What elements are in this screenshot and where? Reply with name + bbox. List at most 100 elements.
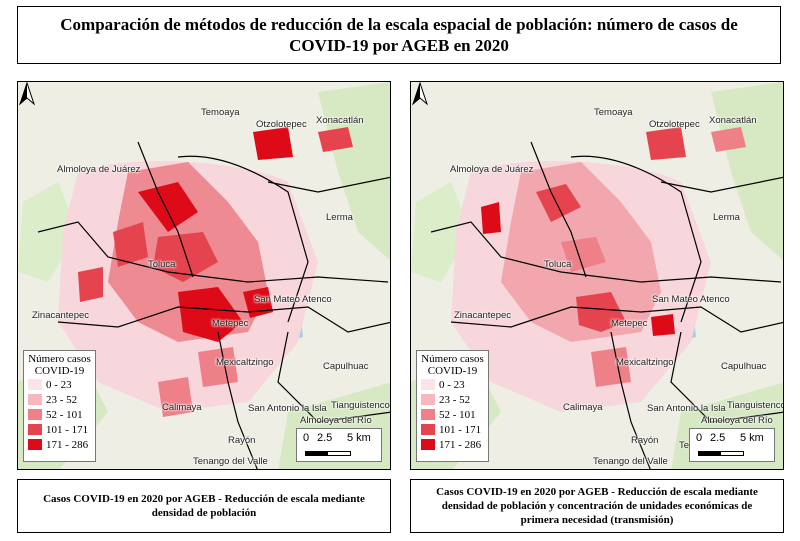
municipal-boundary xyxy=(37,221,389,283)
place-label-xonacatlan: Xonacatlán xyxy=(709,115,757,126)
place-label-otzolotepec: Otzolotepec xyxy=(256,119,307,130)
municipal-boundary xyxy=(450,306,783,333)
municipal-boundary xyxy=(610,331,651,469)
legend-swatch xyxy=(421,394,435,405)
legend-label: 52 - 101 xyxy=(439,408,476,421)
place-label-almoloya-juarez: Almoloya de Juárez xyxy=(450,164,534,175)
legend-title-line-1: Número casos xyxy=(421,353,484,365)
place-label-calimaya: Calimaya xyxy=(563,402,603,413)
hotspot-cluster xyxy=(576,292,626,332)
legend-item: 171 - 286 xyxy=(28,437,95,452)
legend-label: 101 - 171 xyxy=(46,423,89,436)
hotspot-cluster xyxy=(651,314,675,336)
legend-swatch xyxy=(421,379,435,390)
place-label-almoloya-rio: Almoloya del Río xyxy=(701,415,773,426)
scale-label-5km: 5 km xyxy=(740,432,764,444)
legend-item: 52 - 101 xyxy=(421,407,488,422)
place-label-toluca: Toluca xyxy=(544,259,572,270)
place-label-capulhuac: Capulhuac xyxy=(721,361,767,372)
hotspot-cluster xyxy=(113,222,148,267)
municipal-boundary xyxy=(267,176,390,193)
place-label-lerma: Lerma xyxy=(326,212,353,223)
municipal-boundary xyxy=(670,331,783,423)
place-label-texcalyacac-partial: Tex xyxy=(679,440,694,451)
map-panel-left[interactable]: Temoaya Otzolotepec Xonacatlán Almoloya … xyxy=(17,81,391,470)
legend-swatch xyxy=(28,424,42,435)
map-panel-right[interactable]: Temoaya Otzolotepec Xonacatlán Almoloya … xyxy=(410,81,784,470)
legend-swatch xyxy=(421,409,435,420)
municipal-boundary xyxy=(570,155,702,323)
hotspot-cluster xyxy=(78,267,103,302)
caption-left-line-2: densidad de población xyxy=(151,507,257,519)
legend-label: 52 - 101 xyxy=(46,408,83,421)
legend-item: 171 - 286 xyxy=(421,437,488,452)
place-label-xonacatlan: Xonacatlán xyxy=(316,115,364,126)
figure-title-box: Comparación de métodos de reducción de l… xyxy=(17,6,781,64)
caption-right-line-3: primera necesidad (transmisión) xyxy=(520,514,674,526)
place-label-almoloya-juarez: Almoloya de Juárez xyxy=(57,164,141,175)
legend-swatch xyxy=(421,439,435,450)
place-label-tenango-valle: Tenango del Valle xyxy=(593,456,668,467)
caption-right-line-2: densidad de población y concentración de… xyxy=(441,500,753,512)
caption-left: Casos COVID-19 en 2020 por AGEB - Reducc… xyxy=(17,479,391,533)
scale-segment-dark xyxy=(305,451,327,456)
legend-swatch xyxy=(28,394,42,405)
place-label-temoaya: Temoaya xyxy=(594,107,633,118)
scale-label-0: 0 xyxy=(696,432,703,444)
hotspot-cluster xyxy=(561,237,606,272)
green-area xyxy=(318,82,390,261)
caption-right-line-1: Casos COVID-19 en 2020 por AGEB - Reducc… xyxy=(436,486,758,498)
hotspot-cluster xyxy=(481,202,501,234)
hotspot-cluster xyxy=(178,287,243,342)
place-label-tenango-valle: Tenango del Valle xyxy=(193,456,268,467)
place-label-toluca: Toluca xyxy=(148,259,176,270)
legend-item: 101 - 171 xyxy=(28,422,95,437)
caption-left-line-1: Casos COVID-19 en 2020 por AGEB - Reducc… xyxy=(43,493,365,505)
legend-title-line-1: Número casos xyxy=(28,353,91,365)
hotspot-cluster xyxy=(318,127,353,152)
place-label-lerma: Lerma xyxy=(713,212,740,223)
legend-item: 23 - 52 xyxy=(28,392,95,407)
place-label-san-mateo-atenco: San Mateo Atenco xyxy=(254,294,332,305)
legend-item: 52 - 101 xyxy=(28,407,95,422)
hotspot-cluster xyxy=(253,127,293,160)
municipal-boundary xyxy=(57,306,390,333)
legend-title-line-2: COVID-19 xyxy=(427,365,478,377)
place-label-metepec: Metepec xyxy=(611,318,648,329)
place-label-rayon: Rayón xyxy=(228,435,256,446)
legend-swatch xyxy=(28,379,42,390)
hotspot-cluster xyxy=(158,377,193,417)
legend-label: 171 - 286 xyxy=(439,438,482,451)
place-label-calimaya: Calimaya xyxy=(162,402,202,413)
place-label-mexicaltzingo: Mexicaltzingo xyxy=(616,357,674,368)
north-arrow-icon xyxy=(411,82,429,106)
scale-segment-dark xyxy=(698,451,720,456)
scale-bar: 0 2.5 5 km xyxy=(296,428,382,462)
place-label-capulhuac: Capulhuac xyxy=(323,361,369,372)
scale-segment-light xyxy=(720,451,744,456)
legend-label: 23 - 52 xyxy=(439,393,471,406)
north-arrow-icon xyxy=(18,82,36,106)
municipal-boundary xyxy=(137,141,194,278)
legend: Número casos COVID-19 0 - 23 23 - 52 52 … xyxy=(23,350,96,462)
place-label-san-antonio-isla: San Antonio la Isla xyxy=(248,403,327,414)
legend-label: 0 - 23 xyxy=(46,378,72,391)
place-label-mexicaltzingo: Mexicaltzingo xyxy=(216,357,274,368)
legend-swatch xyxy=(28,439,42,450)
scale-bar: 0 2.5 5 km xyxy=(689,428,775,462)
scale-label-2-5: 2.5 xyxy=(710,432,726,444)
place-label-san-mateo-atenco: San Mateo Atenco xyxy=(652,294,730,305)
place-label-temoaya: Temoaya xyxy=(201,107,240,118)
legend-item: 101 - 171 xyxy=(421,422,488,437)
municipal-boundary xyxy=(277,331,390,423)
municipal-boundary xyxy=(217,331,258,469)
legend-title-line-2: COVID-19 xyxy=(34,365,85,377)
legend-label: 23 - 52 xyxy=(46,393,78,406)
legend-item: 0 - 23 xyxy=(28,377,95,392)
place-label-metepec: Metepec xyxy=(212,318,249,329)
figure-title-line-1: Comparación de métodos de reducción de l… xyxy=(60,15,738,34)
place-label-zinacantepec: Zinacantepec xyxy=(32,310,90,321)
place-label-tianguistenco: Tianguistenco xyxy=(331,400,390,411)
caption-right: Casos COVID-19 en 2020 por AGEB - Reducc… xyxy=(410,479,784,533)
green-area xyxy=(711,82,783,261)
